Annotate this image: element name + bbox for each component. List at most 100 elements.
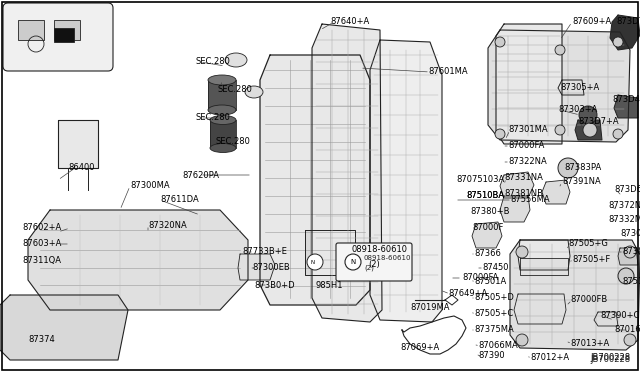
Circle shape xyxy=(613,129,623,139)
Text: SEC.280: SEC.280 xyxy=(216,138,251,147)
Text: 87301MA: 87301MA xyxy=(508,125,548,135)
Text: (2): (2) xyxy=(368,260,380,269)
Polygon shape xyxy=(208,80,236,110)
Text: 87602+A: 87602+A xyxy=(22,224,61,232)
Text: 985H1: 985H1 xyxy=(316,280,344,289)
Polygon shape xyxy=(472,222,502,248)
Circle shape xyxy=(495,129,505,139)
Text: 87374: 87374 xyxy=(28,336,55,344)
Circle shape xyxy=(579,106,597,124)
Text: (2): (2) xyxy=(364,265,374,271)
Ellipse shape xyxy=(210,144,236,153)
Text: 87303+A: 87303+A xyxy=(558,106,597,115)
Polygon shape xyxy=(340,248,408,278)
Text: SEC.280: SEC.280 xyxy=(196,58,231,67)
Polygon shape xyxy=(542,180,570,204)
Text: 873D7MA: 873D7MA xyxy=(616,17,640,26)
Text: 873B0+D: 873B0+D xyxy=(254,280,294,289)
Text: SEC.280: SEC.280 xyxy=(218,86,253,94)
Polygon shape xyxy=(496,24,562,144)
Text: 87601MA: 87601MA xyxy=(428,67,468,77)
Circle shape xyxy=(613,37,623,47)
Polygon shape xyxy=(518,240,570,270)
Text: 87372NA: 87372NA xyxy=(608,202,640,211)
Polygon shape xyxy=(238,254,275,280)
Polygon shape xyxy=(305,230,355,275)
Text: 87013+A: 87013+A xyxy=(570,340,609,349)
Text: 87391NA: 87391NA xyxy=(562,177,601,186)
Text: 87733B+E: 87733B+E xyxy=(242,247,287,257)
Polygon shape xyxy=(594,312,618,326)
Ellipse shape xyxy=(208,75,236,85)
Text: 87380+B: 87380+B xyxy=(470,208,509,217)
Text: 87375MA: 87375MA xyxy=(474,326,514,334)
Text: 873D7+A: 873D7+A xyxy=(578,118,619,126)
Circle shape xyxy=(624,246,636,258)
Circle shape xyxy=(495,37,505,47)
Text: 87016PA: 87016PA xyxy=(614,326,640,334)
Ellipse shape xyxy=(245,86,263,98)
Ellipse shape xyxy=(210,115,236,125)
Text: N: N xyxy=(350,259,356,265)
Polygon shape xyxy=(260,55,370,305)
Polygon shape xyxy=(312,24,382,322)
Circle shape xyxy=(345,254,361,270)
Text: 87603+A: 87603+A xyxy=(22,240,61,248)
Text: 87390: 87390 xyxy=(478,352,504,360)
Text: 87320NA: 87320NA xyxy=(148,221,187,230)
Circle shape xyxy=(516,246,528,258)
Circle shape xyxy=(558,158,578,178)
Text: 87505+G: 87505+G xyxy=(568,240,608,248)
Text: 08918-60610: 08918-60610 xyxy=(352,246,408,254)
Circle shape xyxy=(555,125,565,135)
Polygon shape xyxy=(488,30,630,142)
Text: SEC.280: SEC.280 xyxy=(196,113,231,122)
Polygon shape xyxy=(614,95,638,118)
Polygon shape xyxy=(575,120,602,140)
Circle shape xyxy=(583,123,597,137)
Text: 87322NA: 87322NA xyxy=(508,157,547,167)
Text: 87012+A: 87012+A xyxy=(530,353,569,362)
Ellipse shape xyxy=(225,53,247,67)
Text: 87501A: 87501A xyxy=(474,278,506,286)
Text: 87640+A: 87640+A xyxy=(330,17,369,26)
Polygon shape xyxy=(618,248,638,265)
Text: 87649+A: 87649+A xyxy=(448,289,487,298)
Polygon shape xyxy=(58,120,98,168)
Text: 87000FB: 87000FB xyxy=(570,295,607,305)
Text: 08918-60610: 08918-60610 xyxy=(364,255,412,261)
Text: 87510BA: 87510BA xyxy=(466,192,504,201)
Text: 87387: 87387 xyxy=(622,247,640,257)
Circle shape xyxy=(624,334,636,346)
Text: 87075103A: 87075103A xyxy=(456,176,504,185)
Bar xyxy=(54,20,80,40)
Text: 87300EB: 87300EB xyxy=(252,263,290,273)
Text: JB700228: JB700228 xyxy=(590,353,630,362)
Text: 87505+D: 87505+D xyxy=(474,294,514,302)
Ellipse shape xyxy=(208,105,236,115)
Text: 873D6+A: 873D6+A xyxy=(614,186,640,195)
Text: 87450: 87450 xyxy=(482,263,509,273)
Text: 873D4+A: 873D4+A xyxy=(612,96,640,105)
Text: 87505+F: 87505+F xyxy=(572,256,611,264)
Text: 87366: 87366 xyxy=(474,250,501,259)
Text: 87300EA: 87300EA xyxy=(620,230,640,238)
Text: 87390+C: 87390+C xyxy=(600,311,639,321)
Text: 87505+C: 87505+C xyxy=(474,310,513,318)
Polygon shape xyxy=(500,172,534,198)
Text: 87331NA: 87331NA xyxy=(504,173,543,183)
Text: 87300MA: 87300MA xyxy=(130,182,170,190)
Bar xyxy=(18,20,44,40)
Polygon shape xyxy=(0,295,128,360)
Text: 87383PA: 87383PA xyxy=(564,164,601,173)
FancyBboxPatch shape xyxy=(3,3,113,71)
Polygon shape xyxy=(28,210,248,310)
Text: 87000FA: 87000FA xyxy=(462,273,499,282)
Text: 87332MA: 87332MA xyxy=(608,215,640,224)
Polygon shape xyxy=(500,196,530,222)
Text: 87556MA: 87556MA xyxy=(510,196,550,205)
Text: 87609+A: 87609+A xyxy=(572,17,611,26)
Polygon shape xyxy=(370,40,442,322)
Text: 87000F: 87000F xyxy=(472,224,504,232)
Polygon shape xyxy=(210,120,236,148)
